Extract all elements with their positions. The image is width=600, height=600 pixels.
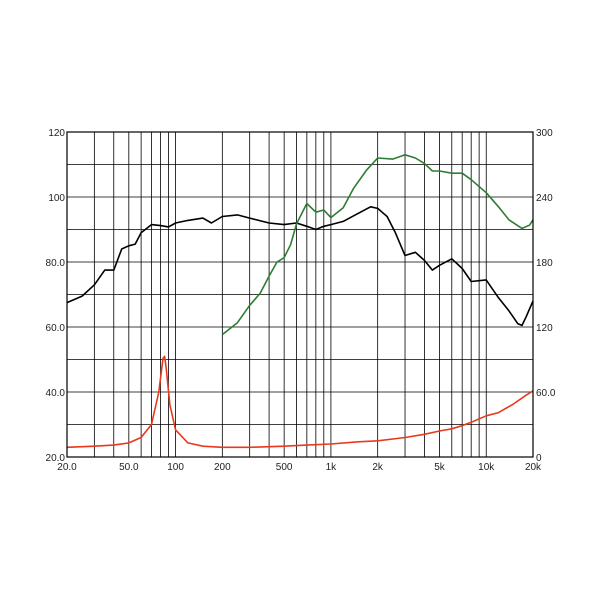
y-tick-label: 20.0	[46, 453, 66, 464]
x-tick-label: 5k	[434, 462, 446, 473]
series-line-2	[221, 154, 534, 336]
y2-tick-label: 60.0	[536, 388, 556, 399]
y-tick-label: 80.0	[46, 258, 66, 269]
x-tick-label: 20.0	[57, 462, 77, 473]
y2-tick-label: 120	[536, 323, 553, 334]
x-tick-label: 2k	[372, 462, 384, 473]
y-tick-label: 60.0	[46, 323, 66, 334]
y-tick-label: 100	[48, 193, 65, 204]
series-line-3	[66, 355, 534, 449]
x-tick-label: 1k	[326, 462, 338, 473]
y2-tick-label: 300	[536, 128, 553, 139]
plot-frame	[66, 131, 534, 458]
x-tick-label: 10k	[478, 462, 495, 473]
y-tick-label: 120	[48, 128, 65, 139]
x-axis-ticks: 20.0 50.0 100 200 500 1k 2k 5k 10k 20k	[57, 462, 542, 473]
x-tick-label: 50.0	[119, 462, 139, 473]
y2-tick-label: 0	[536, 453, 542, 464]
x-tick-label: 500	[276, 462, 293, 473]
series-line-1	[66, 206, 534, 327]
x-tick-label: 200	[214, 462, 231, 473]
y-axis-left-ticks: 20.0 40.0 60.0 80.0 100 120	[46, 128, 66, 464]
series-lines	[66, 154, 534, 449]
grid-lines	[67, 132, 533, 457]
y-axis-right-ticks: 0 60.0 120 180 240 300	[536, 128, 556, 464]
x-tick-label: 20k	[525, 462, 542, 473]
x-tick-label: 100	[167, 462, 184, 473]
y-tick-label: 40.0	[46, 388, 66, 399]
y2-tick-label: 240	[536, 193, 553, 204]
y2-tick-label: 180	[536, 258, 553, 269]
